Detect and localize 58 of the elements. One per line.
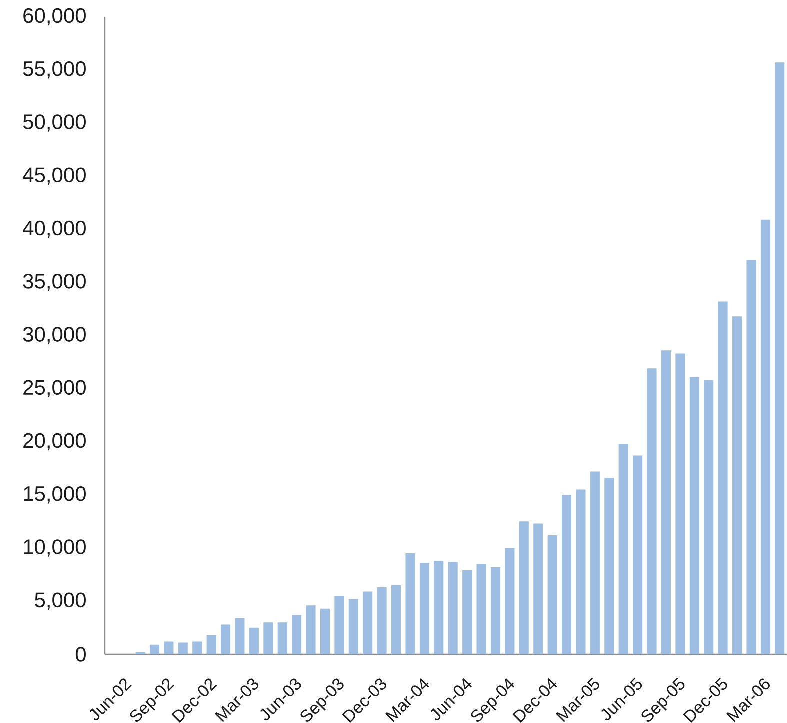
bar (746, 260, 756, 654)
y-tick-label: 15,000 (24, 486, 86, 504)
bar (363, 592, 373, 654)
bar (150, 644, 160, 654)
bar (732, 316, 742, 654)
bar (604, 478, 614, 654)
bar (576, 490, 586, 654)
y-tick-label: 60,000 (24, 8, 86, 26)
bar (420, 563, 430, 654)
y-tick-label: 55,000 (23, 61, 86, 79)
bar (676, 354, 686, 654)
bar (320, 608, 330, 654)
bar (249, 628, 259, 654)
bar (264, 622, 274, 654)
y-tick-label: 20,000 (24, 433, 86, 451)
bar (775, 62, 785, 654)
bar (306, 606, 316, 654)
bar (178, 642, 188, 654)
bar (562, 495, 572, 654)
y-tick-label: 40,000 (23, 220, 86, 238)
bar (590, 472, 600, 654)
bar (633, 456, 643, 654)
bar (548, 536, 558, 654)
bar (278, 622, 288, 654)
bar (221, 624, 231, 654)
y-tick-label: 35,000 (23, 274, 86, 292)
y-tick-label: 45,000 (23, 168, 86, 186)
bar (192, 642, 202, 654)
bar (334, 596, 344, 654)
bar (505, 548, 515, 654)
bar (661, 350, 671, 654)
y-tick-label: 25,000 (24, 380, 86, 398)
bar (476, 564, 486, 654)
bar (392, 585, 402, 654)
bar (690, 377, 700, 654)
bar (519, 522, 529, 654)
bar (462, 570, 472, 654)
bar (718, 302, 728, 654)
bar (647, 368, 657, 654)
bar (618, 444, 628, 654)
bar (206, 635, 216, 654)
y-tick-label: 5,000 (35, 592, 86, 610)
y-tick-label: 50,000 (23, 114, 86, 132)
y-tick-label: 0 (76, 647, 86, 662)
bar (534, 524, 544, 654)
bar (760, 220, 770, 654)
bar (448, 562, 458, 654)
bar (406, 554, 416, 654)
y-tick-label: 10,000 (24, 540, 86, 557)
bar (434, 560, 444, 654)
bar (377, 588, 387, 654)
bar (292, 615, 302, 654)
y-tick-label: 30,000 (23, 327, 86, 344)
bar (235, 618, 245, 654)
bar (348, 599, 358, 654)
bar (490, 567, 500, 654)
bar (704, 380, 714, 654)
bar (164, 642, 174, 654)
